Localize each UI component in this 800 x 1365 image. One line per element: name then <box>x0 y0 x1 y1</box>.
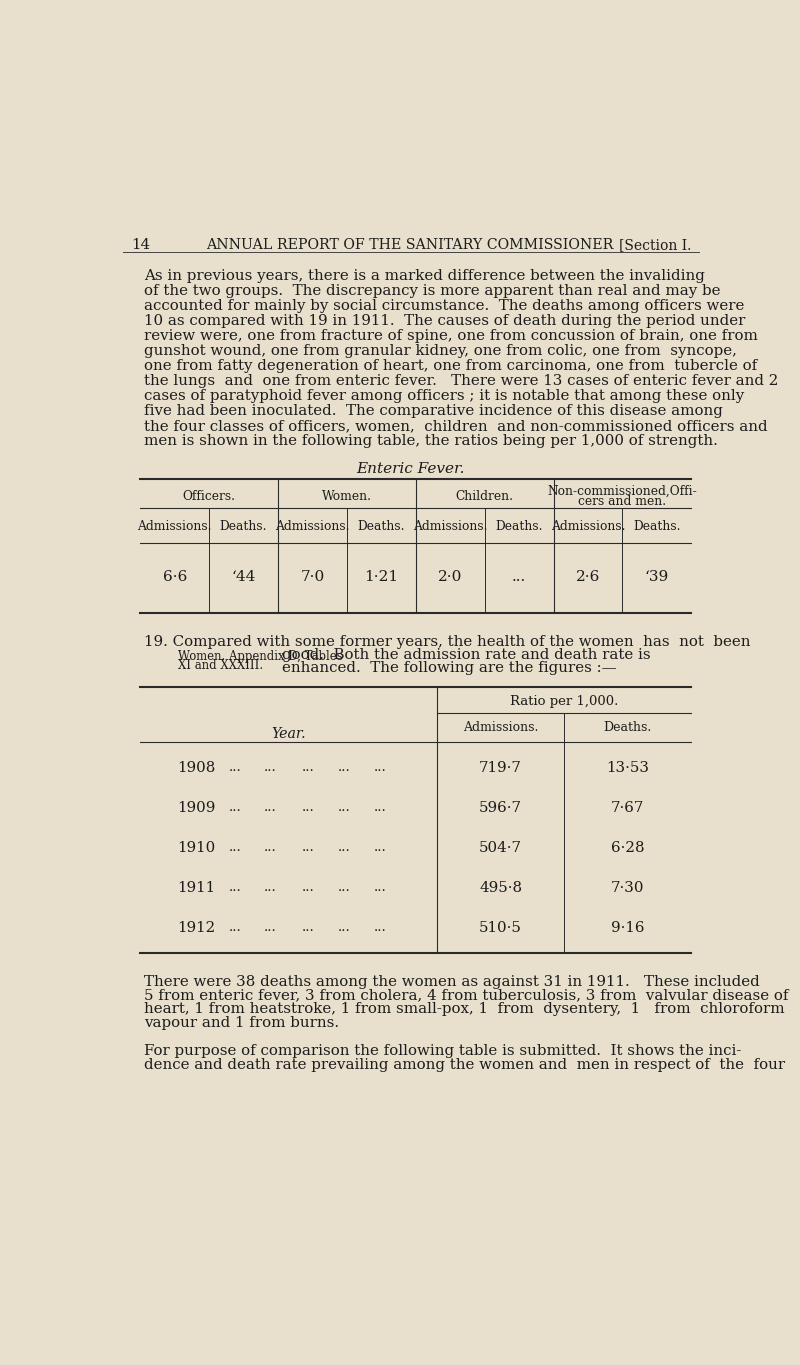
Text: Admissions.: Admissions. <box>463 721 538 733</box>
Text: Admissions.: Admissions. <box>550 520 626 534</box>
Text: vapour and 1 from burns.: vapour and 1 from burns. <box>144 1016 339 1031</box>
Text: ...: ... <box>302 921 314 934</box>
Text: 19. Compared with some former years, the health of the women  has  not  been: 19. Compared with some former years, the… <box>144 635 750 648</box>
Text: ...: ... <box>230 801 242 814</box>
Text: Women. Appendix D, Tables: Women. Appendix D, Tables <box>178 650 342 662</box>
Text: one from fatty degeneration of heart, one from carcinoma, one from  tubercle of: one from fatty degeneration of heart, on… <box>144 359 758 374</box>
Text: 10 as compared with 19 in 1911.  The causes of death during the period under: 10 as compared with 19 in 1911. The caus… <box>144 314 746 329</box>
Text: Women.: Women. <box>322 490 372 502</box>
Text: XI and XXXIII.: XI and XXXIII. <box>178 659 262 672</box>
Text: good.  Both the admission rate and death rate is: good. Both the admission rate and death … <box>282 648 650 662</box>
Text: ...: ... <box>264 760 277 774</box>
Text: 1909: 1909 <box>178 801 216 815</box>
Text: Admissions.: Admissions. <box>413 520 487 534</box>
Text: Enteric Fever.: Enteric Fever. <box>356 461 464 476</box>
Text: 7·0: 7·0 <box>300 569 325 584</box>
Text: 1908: 1908 <box>178 760 216 774</box>
Text: gunshot wound, one from granular kidney, one from colic, one from  syncope,: gunshot wound, one from granular kidney,… <box>144 344 737 359</box>
Text: ...: ... <box>264 801 277 814</box>
Text: cers and men.: cers and men. <box>578 495 666 508</box>
Text: accounted for mainly by social circumstance.  The deaths among officers were: accounted for mainly by social circumsta… <box>144 299 745 314</box>
Text: Deaths.: Deaths. <box>220 520 267 534</box>
Text: ...: ... <box>302 801 314 814</box>
Text: ...: ... <box>338 801 350 814</box>
Text: 2·6: 2·6 <box>576 569 600 584</box>
Text: As in previous years, there is a marked difference between the invaliding: As in previous years, there is a marked … <box>144 269 705 284</box>
Text: ...: ... <box>374 801 387 814</box>
Text: ...: ... <box>374 760 387 774</box>
Text: of the two groups.  The discrepancy is more apparent than real and may be: of the two groups. The discrepancy is mo… <box>144 284 721 299</box>
Text: Admissions.: Admissions. <box>138 520 212 534</box>
Text: Deaths.: Deaths. <box>604 721 652 733</box>
Text: Children.: Children. <box>456 490 514 502</box>
Text: 719·7: 719·7 <box>479 760 522 774</box>
Text: ...: ... <box>338 921 350 934</box>
Text: 5 from enteric fever, 3 from cholera, 4 from tuberculosis, 3 from  valvular dise: 5 from enteric fever, 3 from cholera, 4 … <box>144 988 789 1002</box>
Text: 7·30: 7·30 <box>611 880 645 894</box>
Text: the four classes of officers, women,  children  and non-commissioned officers an: the four classes of officers, women, chi… <box>144 419 768 434</box>
Text: There were 38 deaths among the women as against 31 in 1911.   These included: There were 38 deaths among the women as … <box>144 975 760 988</box>
Text: ...: ... <box>374 880 387 894</box>
Text: For purpose of comparison the following table is submitted.  It shows the inci-: For purpose of comparison the following … <box>144 1044 742 1058</box>
Text: ...: ... <box>230 841 242 853</box>
Text: heart, 1 from heatstroke, 1 from small-pox, 1  from  dysentery,  1   from  chlor: heart, 1 from heatstroke, 1 from small-p… <box>144 1002 785 1017</box>
Text: ...: ... <box>512 569 526 584</box>
Text: Officers.: Officers. <box>182 490 236 502</box>
Text: Deaths.: Deaths. <box>358 520 405 534</box>
Text: 495·8: 495·8 <box>479 880 522 894</box>
Text: ‘44: ‘44 <box>231 569 256 584</box>
Text: ...: ... <box>264 880 277 894</box>
Text: dence and death rate prevailing among the women and  men in respect of  the  fou: dence and death rate prevailing among th… <box>144 1058 786 1072</box>
Text: enhanced.  The following are the figures :—: enhanced. The following are the figures … <box>282 661 617 676</box>
Text: ...: ... <box>374 921 387 934</box>
Text: the lungs  and  one from enteric fever.   There were 13 cases of enteric fever a: the lungs and one from enteric fever. Th… <box>144 374 778 389</box>
Text: review were, one from fracture of spine, one from concussion of brain, one from: review were, one from fracture of spine,… <box>144 329 758 344</box>
Text: ANNUAL REPORT OF THE SANITARY COMMISSIONER: ANNUAL REPORT OF THE SANITARY COMMISSION… <box>206 239 614 253</box>
Text: Ratio per 1,000.: Ratio per 1,000. <box>510 695 618 708</box>
Text: 6·28: 6·28 <box>611 841 645 854</box>
Text: 596·7: 596·7 <box>479 801 522 815</box>
Text: 1911: 1911 <box>178 880 216 894</box>
Text: ...: ... <box>230 880 242 894</box>
Text: 1912: 1912 <box>178 921 216 935</box>
Text: Year.: Year. <box>271 726 306 741</box>
Text: ...: ... <box>264 921 277 934</box>
Text: ...: ... <box>302 760 314 774</box>
Text: ...: ... <box>374 841 387 853</box>
Text: five had been inoculated.  The comparative incidence of this disease among: five had been inoculated. The comparativ… <box>144 404 723 419</box>
Text: cases of paratyphoid fever among officers ; it is notable that among these only: cases of paratyphoid fever among officer… <box>144 389 745 404</box>
Text: ...: ... <box>338 880 350 894</box>
Text: Deaths.: Deaths. <box>495 520 543 534</box>
Text: 2·0: 2·0 <box>438 569 462 584</box>
Text: Admissions.: Admissions. <box>275 520 350 534</box>
Text: 9·16: 9·16 <box>611 921 645 935</box>
Text: 13·53: 13·53 <box>606 760 650 774</box>
Text: 504·7: 504·7 <box>479 841 522 854</box>
Text: 1910: 1910 <box>178 841 216 854</box>
Text: [Section I.: [Section I. <box>619 239 691 253</box>
Text: Deaths.: Deaths. <box>633 520 681 534</box>
Text: ‘39: ‘39 <box>645 569 669 584</box>
Text: ...: ... <box>338 841 350 853</box>
Text: 14: 14 <box>131 239 150 253</box>
Text: men is shown in the following table, the ratios being per 1,000 of strength.: men is shown in the following table, the… <box>144 434 718 449</box>
Text: ...: ... <box>264 841 277 853</box>
Text: 7·67: 7·67 <box>611 801 645 815</box>
Text: 1·21: 1·21 <box>364 569 398 584</box>
Text: ...: ... <box>230 760 242 774</box>
Text: 6·6: 6·6 <box>162 569 187 584</box>
Text: ...: ... <box>230 921 242 934</box>
Text: ...: ... <box>302 880 314 894</box>
Text: ...: ... <box>302 841 314 853</box>
Text: Non-commissioned,Offi-: Non-commissioned,Offi- <box>547 485 698 498</box>
Text: 510·5: 510·5 <box>479 921 522 935</box>
Text: ...: ... <box>338 760 350 774</box>
